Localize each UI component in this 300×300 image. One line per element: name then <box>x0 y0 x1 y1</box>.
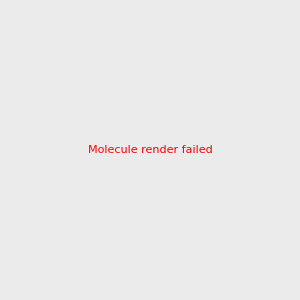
Text: Molecule render failed: Molecule render failed <box>88 145 212 155</box>
